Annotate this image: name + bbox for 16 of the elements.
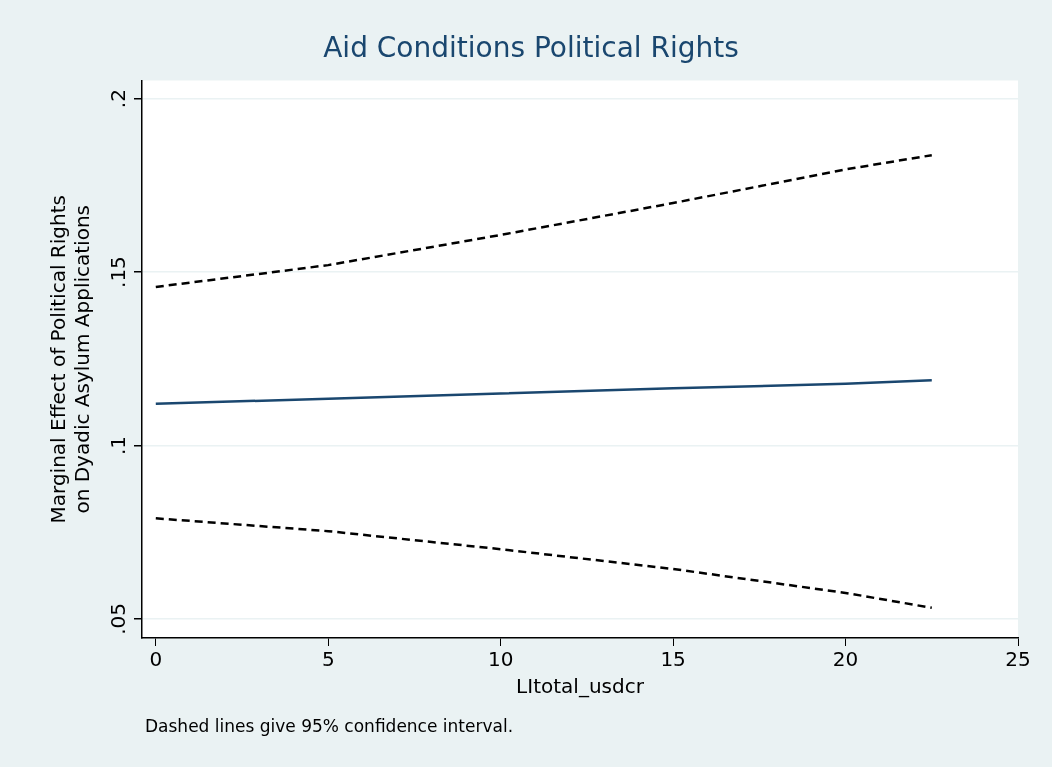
y-tick-label: .05: [106, 603, 131, 635]
x-tick-label: 0: [149, 647, 163, 672]
x-tick-label: 25: [1005, 647, 1031, 672]
x-tick-label: 10: [487, 647, 514, 672]
x-axis-title: LItotal_usdcr: [516, 674, 645, 699]
line-series: [154, 153, 934, 289]
y-tick-label: .15: [106, 256, 131, 288]
line-series: [154, 517, 934, 610]
x-tick-label: 20: [832, 647, 859, 672]
y-tick-label: .2: [106, 89, 131, 109]
y-tick-label: .1: [106, 435, 131, 456]
chart-title: Aid Conditions Political Rights: [323, 31, 739, 65]
text: Dashed lines give 95% confidence interval.: [145, 716, 514, 736]
x-tick-label: 15: [660, 647, 686, 672]
x-tick-label: 5: [321, 647, 335, 672]
y-axis-title: Marginal Effect of Political Rights on Dyadic Asylum Applications: [46, 195, 95, 524]
